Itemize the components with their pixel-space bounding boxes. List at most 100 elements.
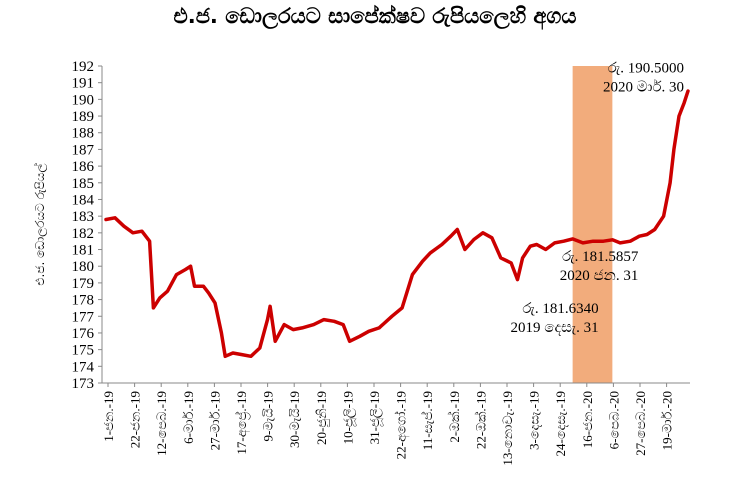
x-tick-label: 22-අගෝ.-19 xyxy=(394,391,410,459)
data-point xyxy=(224,355,227,358)
data-point xyxy=(283,323,285,326)
data-point xyxy=(207,292,210,294)
data-point xyxy=(152,307,155,309)
x-tick-label: 31-ජූලි-19 xyxy=(367,391,383,444)
y-tick-label: 176 xyxy=(72,326,95,342)
data-point xyxy=(232,352,234,354)
data-point xyxy=(241,353,243,356)
data-point xyxy=(189,265,192,268)
x-tick-label: 10-ජූලි-19 xyxy=(340,391,356,444)
y-tick-label: 192 xyxy=(72,59,95,75)
data-point xyxy=(411,273,414,276)
data-point xyxy=(391,315,393,318)
data-point xyxy=(269,305,271,308)
data-point xyxy=(678,115,680,117)
data-point xyxy=(220,332,223,334)
x-tick-label: 30-මැයි-19 xyxy=(287,391,302,448)
data-point xyxy=(456,228,459,231)
data-point xyxy=(259,347,261,349)
data-point xyxy=(473,238,475,241)
data-point xyxy=(562,240,565,242)
data-point xyxy=(166,290,169,293)
data-point xyxy=(359,335,361,338)
data-point xyxy=(592,240,594,242)
data-point xyxy=(250,355,252,358)
data-point xyxy=(482,232,484,234)
x-tick-label: 1-ජන.-19 xyxy=(101,391,116,442)
data-point xyxy=(687,90,689,92)
y-tick-label: 190 xyxy=(72,92,95,108)
data-point xyxy=(175,273,178,276)
data-point xyxy=(421,260,424,263)
annotation-text: 2019 දෙසැ. 31 xyxy=(511,320,599,336)
data-point xyxy=(629,240,632,242)
x-tick-label: 11-සැප්.-19 xyxy=(420,391,435,450)
data-point xyxy=(301,327,303,329)
x-tick-label: 22-ඔක්.-19 xyxy=(473,391,488,449)
data-point xyxy=(401,307,403,309)
y-tick-label: 175 xyxy=(72,343,95,359)
data-point xyxy=(683,101,685,104)
data-point xyxy=(500,257,502,259)
x-tick-label: 3-දෙසැ.-19 xyxy=(527,391,543,450)
data-point xyxy=(516,278,519,281)
data-point xyxy=(529,245,532,247)
data-point xyxy=(571,238,574,240)
data-point xyxy=(132,232,134,234)
data-point xyxy=(619,242,621,244)
annotation-text: රු. 190.5000 xyxy=(608,61,684,77)
x-tick-label: 12-පෙබ.-19 xyxy=(154,391,169,456)
y-tick-label: 174 xyxy=(72,359,95,375)
data-point xyxy=(292,328,294,331)
y-tick-label: 177 xyxy=(72,309,95,325)
data-point xyxy=(553,242,556,244)
data-point xyxy=(214,302,216,304)
data-point xyxy=(638,235,641,237)
y-tick-label: 178 xyxy=(72,293,95,309)
data-point xyxy=(662,215,665,217)
y-tick-label: 187 xyxy=(72,142,95,158)
x-tick-label: 6-පෙබ.-20 xyxy=(606,391,621,449)
data-point xyxy=(323,318,325,321)
data-point xyxy=(312,323,315,326)
data-point xyxy=(105,218,107,221)
data-point xyxy=(348,340,351,343)
data-point xyxy=(184,268,187,271)
annotation-text: රු. 181.6340 xyxy=(522,301,598,317)
data-point xyxy=(646,233,648,236)
data-point xyxy=(510,262,512,264)
data-point xyxy=(378,327,380,329)
data-point xyxy=(521,257,524,259)
x-tick-label: 9-මැයි-19 xyxy=(261,391,276,441)
data-point xyxy=(611,238,614,241)
data-point xyxy=(342,323,344,326)
y-axis-label: එ.ජ. ඩොලරයට රුපියල් xyxy=(33,163,48,285)
data-point xyxy=(193,285,196,288)
data-point xyxy=(535,243,538,246)
data-point xyxy=(450,235,452,237)
data-point xyxy=(141,230,143,232)
data-point xyxy=(602,240,605,242)
annotation-text: රු. 181.5857 xyxy=(562,249,639,265)
y-tick-label: 185 xyxy=(72,176,95,192)
y-tick-label: 182 xyxy=(72,226,95,242)
x-tick-label: 16-ජන.-20 xyxy=(580,391,595,448)
highlight-band xyxy=(572,66,613,383)
y-tick-label: 183 xyxy=(72,209,95,225)
data-point xyxy=(123,225,125,227)
data-point xyxy=(544,248,547,251)
x-tick-label: 6-මාර්.-19 xyxy=(181,391,196,444)
y-tick-label: 181 xyxy=(72,243,95,259)
data-point xyxy=(429,252,432,254)
x-tick-label: 13-නොවැ.-19 xyxy=(500,391,515,466)
data-point xyxy=(333,320,335,323)
chart-title: එ.ජ. ඩොලරයට සාපේක්ෂව රුපියලෙහි අගය xyxy=(173,4,577,28)
x-tick-label: 22-ජන.-19 xyxy=(128,391,143,448)
data-point xyxy=(148,240,151,242)
y-tick-label: 173 xyxy=(72,376,95,392)
x-tick-label: 17-අප්‍රේ.-19 xyxy=(234,391,250,455)
x-tick-label: 24-දෙසැ.-19 xyxy=(553,391,569,457)
y-tick-label: 184 xyxy=(72,192,95,208)
x-tick-label: 19-මාර්.-20 xyxy=(660,391,675,450)
